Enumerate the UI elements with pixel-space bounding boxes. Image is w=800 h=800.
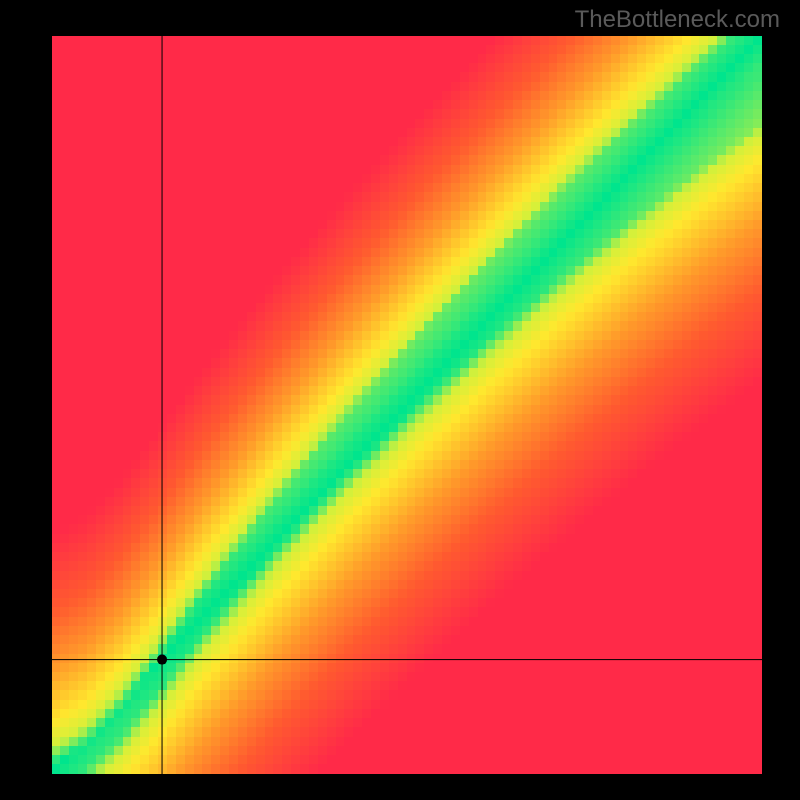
chart-container: TheBottleneck.com: [0, 0, 800, 800]
watermark-text: TheBottleneck.com: [575, 6, 780, 34]
heatmap-canvas: [52, 36, 762, 774]
heatmap-plot-area: [52, 36, 762, 774]
